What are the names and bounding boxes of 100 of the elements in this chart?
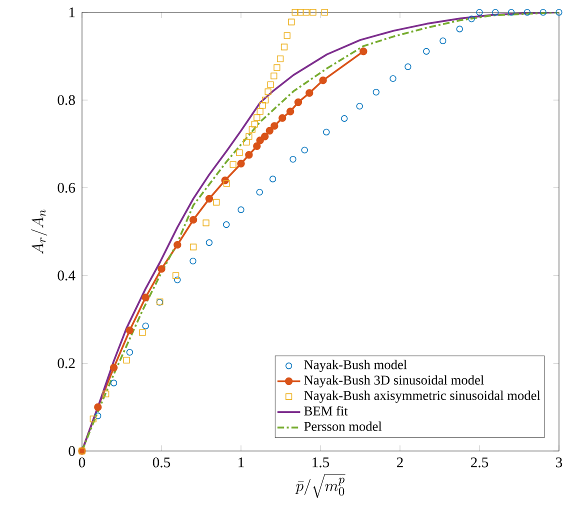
point [264, 88, 272, 96]
x-tick-label: 0 [78, 457, 86, 468]
point [262, 96, 269, 104]
point [254, 114, 260, 121]
x-tick-label: 1.5 [312, 457, 330, 468]
point [492, 9, 499, 16]
point [126, 326, 134, 334]
x-axis-title: $\bar{p}/\sqrt{m_0^p}$ [295, 474, 346, 498]
point [269, 176, 276, 182]
point [372, 88, 380, 96]
point [284, 32, 290, 39]
point [94, 403, 102, 411]
point [404, 63, 412, 70]
point [440, 38, 446, 44]
point [256, 188, 263, 196]
x-tick-label: 2.5 [470, 457, 488, 468]
point [423, 48, 430, 55]
legend-label: BEM fit [304, 406, 348, 416]
point [172, 272, 180, 279]
y-tick-label: 1 [69, 7, 75, 18]
point [290, 156, 296, 163]
y-tick-label: 0.8 [58, 95, 75, 106]
point [260, 132, 269, 140]
point [508, 9, 515, 16]
point [110, 364, 118, 372]
point [256, 136, 264, 144]
y-tick-label: 0.6 [58, 182, 76, 193]
x-tick-label: 2 [396, 457, 403, 468]
point [189, 216, 198, 224]
legend-label: Persson model [304, 422, 382, 431]
point [142, 322, 149, 330]
point [238, 206, 244, 214]
point [276, 55, 284, 62]
point [301, 146, 308, 154]
point [319, 76, 327, 84]
point [556, 9, 562, 16]
legend-label: Nayak-Bush 3D sinusoidal model [304, 375, 484, 388]
point [360, 48, 368, 56]
point [174, 240, 182, 249]
point [174, 276, 181, 284]
point [246, 133, 252, 140]
point [476, 9, 483, 16]
y-axis-title: $A_r/A_n$ [31, 210, 48, 254]
point [468, 16, 475, 22]
point [253, 142, 261, 150]
point [139, 329, 146, 336]
point [230, 161, 236, 168]
point [294, 98, 302, 106]
point [266, 126, 274, 135]
point [123, 356, 130, 364]
point [270, 72, 278, 80]
point [280, 44, 288, 50]
point [524, 9, 531, 16]
y-tick-label: 0.4 [58, 270, 76, 281]
point [267, 81, 274, 88]
point [256, 108, 264, 115]
x-tick-label: 0.5 [152, 457, 170, 468]
point [251, 120, 258, 128]
point [243, 138, 250, 146]
y-tick-label: 0 [68, 446, 75, 456]
point [158, 265, 166, 273]
point [356, 102, 363, 110]
point [94, 412, 102, 420]
point [296, 9, 304, 16]
point [202, 220, 210, 226]
point [126, 348, 134, 356]
point [190, 258, 196, 264]
point [102, 390, 110, 398]
point [292, 9, 298, 16]
point [223, 221, 230, 228]
point [288, 18, 295, 26]
point [278, 114, 286, 122]
point [236, 149, 243, 156]
point [270, 122, 278, 130]
point [245, 151, 253, 159]
point [456, 26, 463, 32]
point [90, 416, 96, 422]
point [237, 160, 245, 168]
y-tick-label: 0.2 [58, 358, 75, 368]
point [321, 9, 328, 16]
point [390, 75, 396, 82]
point [206, 239, 213, 246]
x-tick-label: 3 [556, 457, 562, 468]
point [540, 9, 546, 16]
point [302, 9, 310, 16]
point [213, 198, 220, 206]
point [274, 64, 280, 71]
legend-label: Nayak-Bush axisymmetric sinusoidal model [304, 390, 540, 403]
point [223, 180, 230, 187]
x-tick-label: 1 [238, 457, 244, 468]
point [248, 126, 256, 133]
point [323, 128, 330, 136]
point [142, 294, 150, 302]
point [310, 9, 316, 16]
point [286, 108, 294, 116]
legend-label: Nayak-Bush model [304, 360, 407, 372]
point [306, 89, 314, 97]
point [190, 244, 197, 250]
point [205, 194, 214, 203]
point [259, 102, 266, 109]
